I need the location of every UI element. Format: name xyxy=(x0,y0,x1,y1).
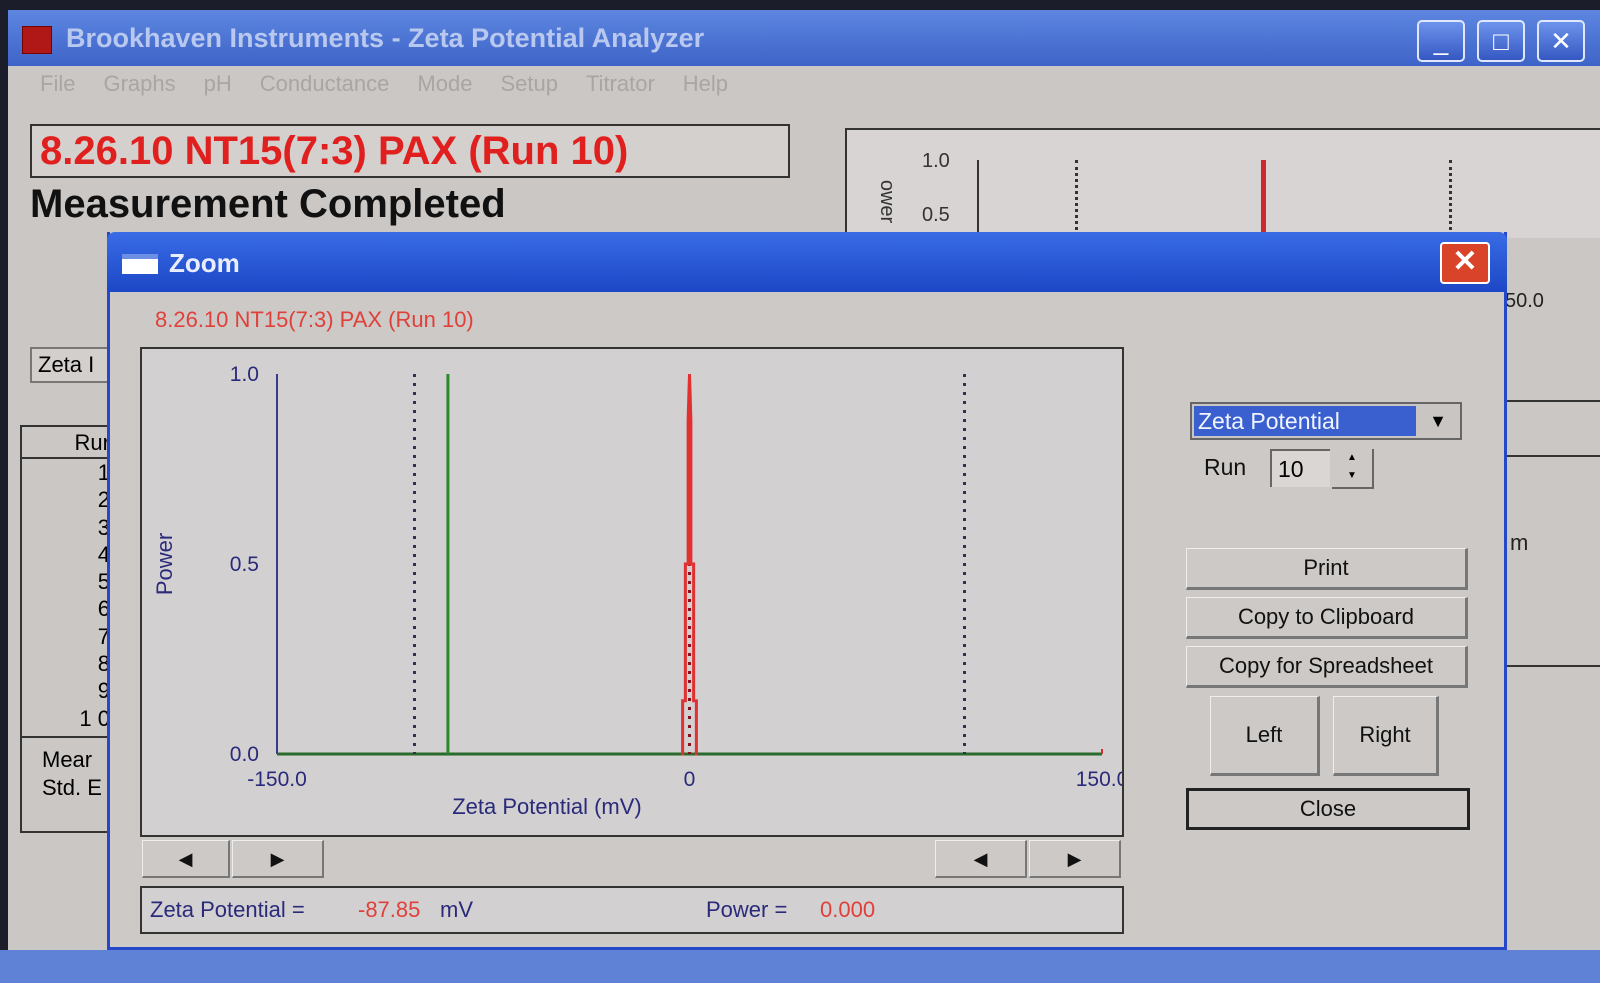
x-axis-label: Zeta Potential (mV) xyxy=(452,794,642,819)
zeta-readout-unit: mV xyxy=(440,897,473,922)
run-spinner[interactable]: ▲ ▼ xyxy=(1332,449,1374,489)
y-tick-label: 0.5 xyxy=(230,553,259,576)
menu-ph[interactable]: pH xyxy=(203,71,232,96)
dropdown-value[interactable]: Zeta Potential xyxy=(1194,406,1416,436)
table-row[interactable]: 6 xyxy=(97,596,110,622)
y-tick-label: 0.0 xyxy=(230,743,259,766)
series-line xyxy=(681,373,698,756)
run-label: Run xyxy=(1204,454,1247,480)
bg-divider xyxy=(1505,400,1600,402)
bg-divider xyxy=(1505,455,1600,457)
spin-down-icon[interactable]: ▼ xyxy=(1347,470,1357,481)
table-footer: Mear Std. E xyxy=(22,738,110,802)
chevron-down-icon[interactable]: ▼ xyxy=(1429,411,1447,431)
power-readout-label: Power = xyxy=(706,897,788,922)
scroll-left-2-button[interactable]: ◀ xyxy=(935,840,1027,878)
menu-help[interactable]: Help xyxy=(682,71,729,96)
table-row[interactable]: 9 xyxy=(97,678,110,704)
bg-marker xyxy=(1449,160,1452,230)
cursor-readout: Zeta Potential = -87.85 mV Power = 0.000 xyxy=(140,886,1124,934)
x-tick-label: 150.0 xyxy=(1076,768,1122,791)
menu-titrator[interactable]: Titrator xyxy=(585,71,655,96)
bg-ytick: 1.0 xyxy=(922,150,950,172)
window-icon xyxy=(122,254,158,274)
zeta-readout-label: Zeta Potential = xyxy=(150,897,305,922)
power-readout-value: 0.000 xyxy=(820,897,876,922)
table-row[interactable]: 4 xyxy=(97,541,110,567)
scroll-left-1-button[interactable]: ◀ xyxy=(142,840,230,878)
bg-marker xyxy=(1075,160,1078,230)
zeta-chart[interactable]: Power Zeta Potential (mV) 0.0 0.5 1.0 -150.… xyxy=(142,349,1128,835)
zeta-readout-value: -87.85 xyxy=(358,897,421,922)
scroll-right-2-button[interactable]: ▶ xyxy=(1029,840,1121,878)
taskbar xyxy=(0,950,1600,983)
minimize-button[interactable]: _ xyxy=(1417,20,1465,62)
table-row[interactable]: 7 xyxy=(97,623,110,649)
scroll-right-1-button[interactable]: ▶ xyxy=(232,840,324,878)
close-button[interactable]: Close xyxy=(1186,788,1470,830)
copy-to-clipboard-button[interactable]: Copy to Clipboard xyxy=(1186,597,1468,639)
y-tick-label: 1.0 xyxy=(230,363,259,386)
app-logo-icon xyxy=(22,26,52,54)
table-row[interactable]: 5 xyxy=(97,569,110,595)
x-tick-label: -150.0 xyxy=(247,768,307,791)
table-row[interactable]: 1 0 xyxy=(79,705,110,731)
menu-graphs[interactable]: Graphs xyxy=(103,71,176,96)
menu-file[interactable]: File xyxy=(40,71,76,96)
bg-xtick: 50.0 xyxy=(1505,290,1544,312)
std-label: Std. E xyxy=(42,775,102,800)
spin-up-icon[interactable]: ▲ xyxy=(1347,452,1357,463)
print-button[interactable]: Print xyxy=(1186,548,1468,590)
maximize-button[interactable]: □ xyxy=(1477,20,1525,62)
menu-conductance[interactable]: Conductance xyxy=(259,71,390,96)
y-axis-label: Power xyxy=(152,533,177,595)
table-row[interactable]: 1 xyxy=(97,460,110,485)
table-row[interactable]: 3 xyxy=(97,514,110,540)
bg-y-axis xyxy=(977,160,979,240)
table-row[interactable]: 2 xyxy=(97,487,110,513)
bg-ytick: 0.5 xyxy=(922,204,950,226)
right-button[interactable]: Right xyxy=(1333,696,1439,776)
mean-label: Mear xyxy=(42,747,93,772)
zeta-field[interactable]: Zeta I xyxy=(30,347,110,383)
run-input[interactable]: 10 xyxy=(1270,449,1330,487)
chart-frame[interactable]: Power Zeta Potential (mV) 0.0 0.5 1.0 -150.… xyxy=(140,347,1128,837)
main-title-bar: Brookhaven Instruments - Zeta Potential … xyxy=(8,10,1600,66)
chart-title: 8.26.10 NT15(7:3) PAX (Run 10) xyxy=(155,307,474,332)
left-button[interactable]: Left xyxy=(1210,696,1320,776)
run-title: 8.26.10 NT15(7:3) PAX (Run 10) xyxy=(30,124,790,178)
table-row[interactable]: 8 xyxy=(97,651,110,677)
table-header: Rur xyxy=(22,427,110,459)
zoom-close-icon[interactable]: ✕ xyxy=(1440,242,1490,284)
zoom-title-bar[interactable]: Zoom xyxy=(107,232,1507,292)
bg-ylabel: ower xyxy=(876,179,899,224)
bg-peak xyxy=(1261,160,1266,240)
copy-for-spreadsheet-button[interactable]: Copy for Spreadsheet xyxy=(1186,646,1468,688)
background-graph: ower 1.0 0.5 xyxy=(845,128,1600,240)
close-window-button[interactable]: ✕ xyxy=(1537,20,1585,62)
bg-divider xyxy=(1505,665,1600,667)
menu-bar: File Graphs pH Conductance Mode Setup Ti… xyxy=(8,66,1600,102)
x-tick-label: 0 xyxy=(684,768,696,791)
menu-setup[interactable]: Setup xyxy=(500,71,558,96)
measurement-status: Measurement Completed xyxy=(30,182,506,226)
bg-unit-fragment: m xyxy=(1510,530,1529,555)
menu-mode[interactable]: Mode xyxy=(417,71,473,96)
